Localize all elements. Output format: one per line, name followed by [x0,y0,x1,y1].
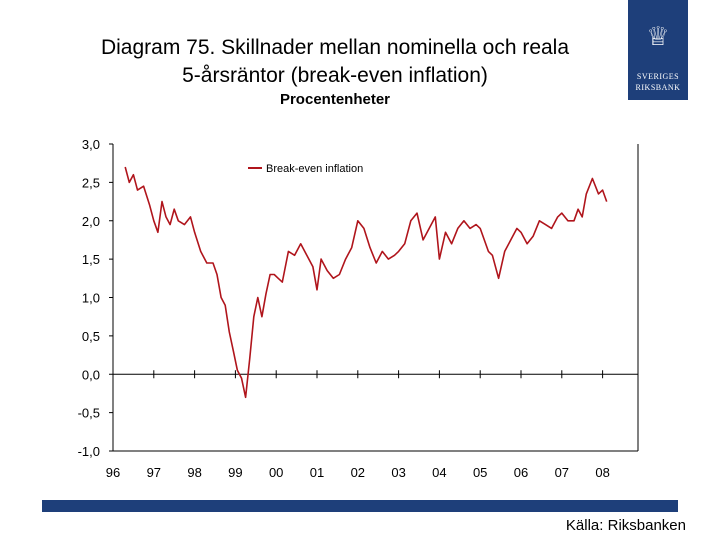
x-tick-label: 07 [555,465,569,480]
chart-title: Diagram 75. Skillnader mellan nominella … [30,34,640,90]
x-tick-label: 99 [228,465,242,480]
title-line-1: Diagram 75. Skillnader mellan nominella … [100,36,570,59]
y-tick-label: 1,5 [82,252,100,267]
title-line-2: 5-årsräntor (break-even inflation) [182,64,488,87]
y-tick-label: 0,0 [82,367,100,382]
y-tick-label: -0,5 [78,406,100,421]
footer-bar [42,500,678,512]
y-tick-label: 1,0 [82,291,100,306]
y-tick-label: 3,0 [82,137,100,152]
legend: Break-even inflation [248,163,363,175]
x-tick-label: 96 [106,465,120,480]
x-tick-label: 08 [595,465,609,480]
x-tick-label: 97 [147,465,161,480]
chart-subtitle: Procentenheter [279,91,391,108]
x-tick-label: 01 [310,465,324,480]
logo-text-line-2: RIKSBANK [635,83,681,92]
y-tick-label: 0,5 [82,329,100,344]
series-group [124,166,608,399]
y-tick-label: 2,5 [82,175,100,190]
crown-emblem-icon: ♕ [646,21,670,51]
x-tick-label: 98 [187,465,201,480]
y-tick-label: -1,0 [78,444,100,459]
tick-labels: -1,0 -0,5 0,0 0,5 1,0 1,5 2,0 2,5 3,0 96 97 98 99 00 0… [78,137,610,480]
x-tick-label: 06 [514,465,528,480]
logo-text-line-1: SVERIGES [636,72,680,81]
x-tick-label: 05 [473,465,487,480]
x-tick-label: 02 [351,465,365,480]
axes [109,143,639,452]
x-tick-label: 04 [432,465,446,480]
x-tick-label: 03 [391,465,405,480]
series-line-break-even-inflation [124,166,608,399]
x-tick-label: 00 [269,465,283,480]
riksbank-logo: ♕ SVERIGES RIKSBANK [628,0,688,100]
source-note: Källa: Riksbanken [565,517,686,534]
legend-label: Break-even inflation [266,163,363,175]
y-tick-label: 2,0 [82,214,100,229]
